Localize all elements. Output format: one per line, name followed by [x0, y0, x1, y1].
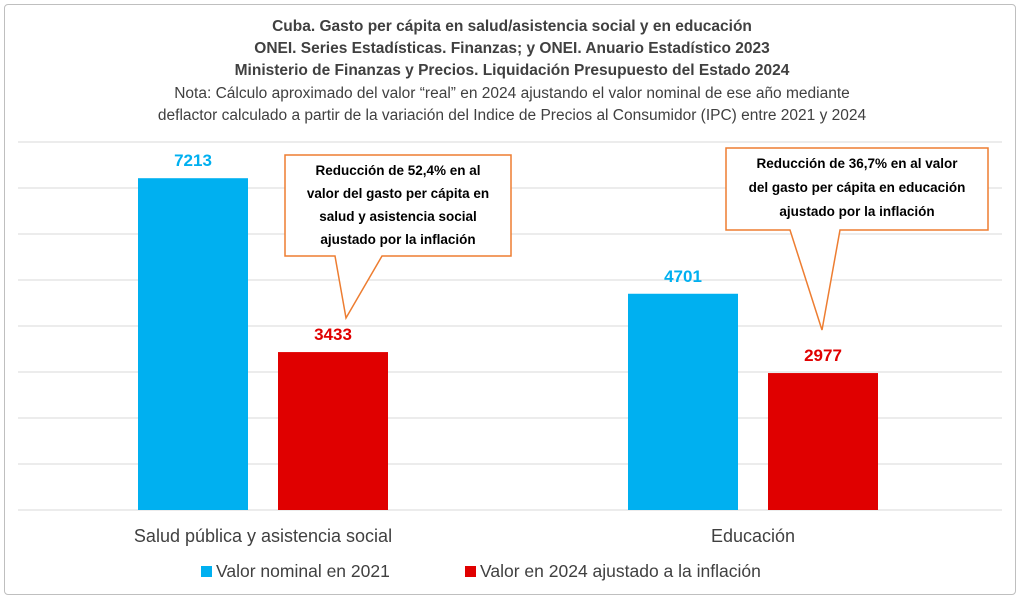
- annotation-text: ajustado por la inflación: [779, 204, 934, 219]
- data-label: 4701: [664, 267, 702, 286]
- bar-ajustado-2024-1: [768, 373, 878, 510]
- annotation-text: Reducción de 36,7% en al valor: [756, 156, 958, 171]
- legend-label: Valor en 2024 ajustado a la inflación: [480, 561, 761, 581]
- bar-ajustado-2024-0: [278, 352, 388, 510]
- annotation-text: Reducción de 52,4% en al: [315, 163, 480, 178]
- annotation-text: valor del gasto per cápita en: [307, 186, 489, 201]
- annotation-text: del gasto per cápita en educación: [749, 180, 966, 195]
- chart-title-line-2: ONEI. Series Estadísticas. Finanzas; y O…: [254, 40, 770, 57]
- chart-title-line-1: Cuba. Gasto per cápita en salud/asistenc…: [272, 18, 752, 35]
- annotation-text: salud y asistencia social: [319, 209, 477, 224]
- chart-title-line-3: Ministerio de Finanzas y Precios. Liquid…: [234, 62, 790, 79]
- data-label: 2977: [804, 346, 842, 365]
- chart-note-line-1: Nota: Cálculo aproximado del valor “real…: [174, 85, 850, 102]
- chart-note-line-2: deflactor calculado a partir de la varia…: [157, 107, 867, 124]
- annotation-callout: [284, 154, 512, 321]
- bar-nominal-2021-0: [138, 178, 248, 510]
- bar-nominal-2021-1: [628, 293, 738, 510]
- category-label: Salud pública y asistencia social: [134, 526, 392, 546]
- legend-swatch: [201, 566, 212, 577]
- legend-label: Valor nominal en 2021: [216, 561, 390, 581]
- data-label: 7213: [174, 151, 212, 170]
- category-label: Educación: [711, 526, 795, 546]
- annotation-callout: [725, 147, 989, 331]
- data-label: 3433: [314, 325, 352, 344]
- annotation-text: ajustado por la inflación: [320, 232, 475, 247]
- legend-swatch: [465, 566, 476, 577]
